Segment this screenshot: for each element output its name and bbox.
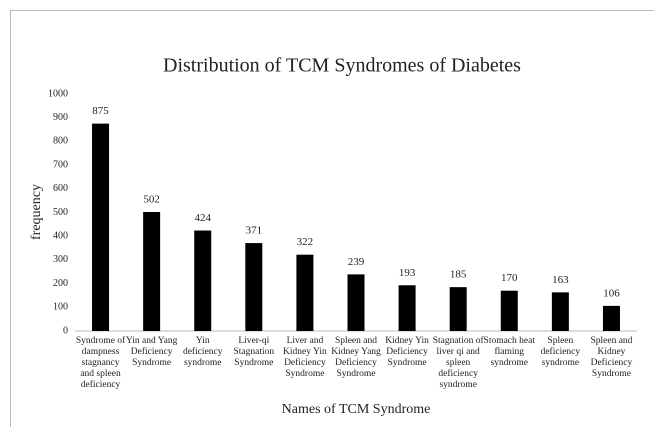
bar (245, 243, 263, 331)
x-tick-label: Stagnation of liver qi and spleen defici… (432, 336, 484, 390)
x-tick-label: Kidney Yin Deficiency Syndrome (385, 336, 429, 368)
y-tick-label: 800 (53, 136, 68, 147)
bar (296, 254, 314, 331)
x-tick-label: Spleen and Kidney Deficiency Syndrome (590, 336, 633, 379)
value-label: 875 (92, 105, 109, 117)
y-tick-label: 100 (53, 302, 68, 313)
value-label: 185 (450, 269, 467, 281)
value-label: 322 (297, 236, 314, 248)
chart-title: Distribution of TCM Syndromes of Diabete… (163, 55, 521, 77)
bar (449, 287, 467, 331)
value-label: 170 (501, 272, 518, 284)
bar (398, 285, 416, 331)
y-tick-label: 0 (63, 325, 68, 336)
bar (143, 212, 161, 331)
y-tick-label: 1000 (48, 88, 68, 99)
y-tick-label: 200 (53, 278, 68, 289)
y-tick-label: 500 (53, 207, 68, 218)
bar (500, 290, 518, 331)
x-tick-label: Yin deficiency syndrome (182, 336, 223, 368)
x-tick-label: Liver-qi Stagnation Syndrome (233, 336, 275, 368)
value-label: 371 (246, 225, 263, 237)
x-tick-label: Stomach heat flaming syndrome (483, 336, 535, 368)
y-tick-label: 900 (53, 112, 68, 123)
value-label: 424 (194, 212, 211, 224)
y-tick-label: 600 (53, 183, 68, 194)
y-axis-label: frequency (29, 184, 44, 240)
value-label: 239 (348, 256, 365, 268)
x-axis-label: Names of TCM Syndrome (282, 402, 431, 417)
x-tick-label: Spleen deficiency syndrome (540, 336, 581, 368)
y-tick-label: 700 (53, 159, 68, 170)
value-label: 106 (603, 287, 620, 299)
x-tick-label: Syndrome of dampness stagnancy and splee… (75, 336, 126, 390)
value-label: 193 (399, 267, 416, 279)
bar (347, 274, 365, 331)
x-tick-label: Yin and Yang Deficiency Syndrome (125, 336, 178, 368)
x-tick-label: Spleen and Kidney Yang Deficiency Syndro… (331, 336, 381, 379)
value-label: 502 (143, 194, 160, 206)
bar (92, 123, 110, 331)
bar (551, 292, 569, 331)
x-tick-label: Liver and Kidney Yin Deficiency Syndrome (283, 336, 327, 379)
value-label: 163 (552, 274, 569, 286)
bar (602, 305, 620, 331)
y-tick-label: 300 (53, 254, 68, 265)
bar (194, 230, 212, 331)
y-tick-label: 400 (53, 230, 68, 241)
